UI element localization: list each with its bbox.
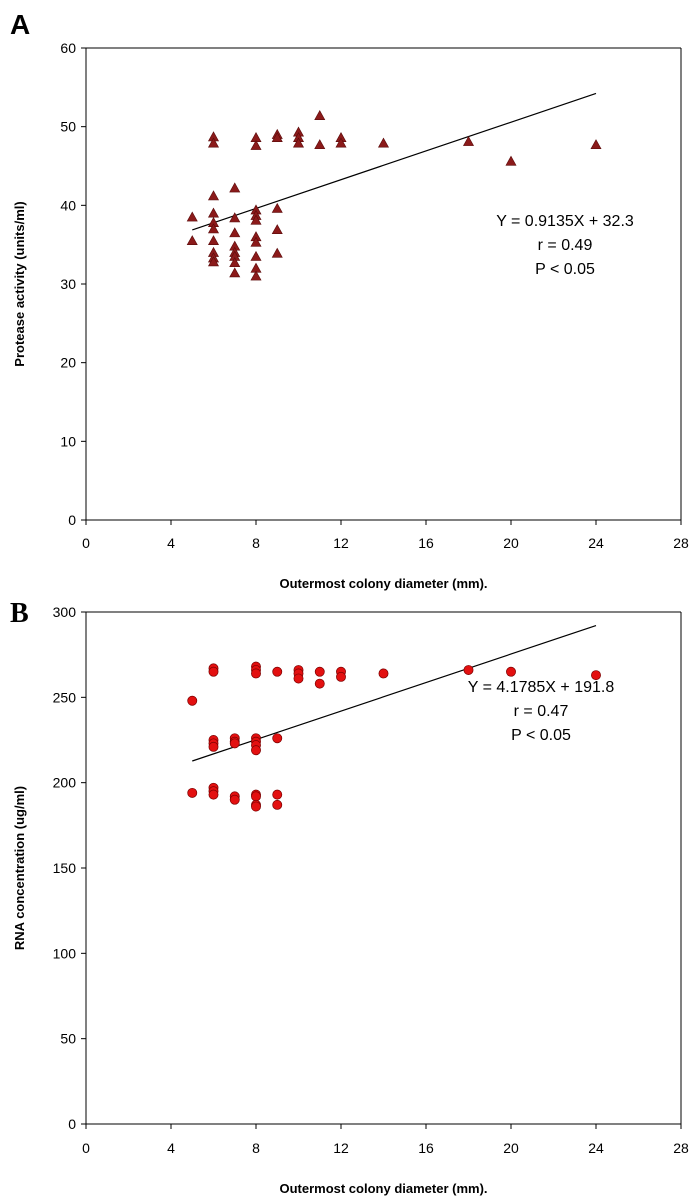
chart-b-rna: 0 4 8 12 16 20 24 28 0 50 100 150 200 250 300 Outermost… <box>12 604 689 1196</box>
chart-b-y-tick-label: 50 <box>60 1031 76 1047</box>
chart-b-data-point <box>314 666 325 677</box>
chart-a-annotation: P < 0.05 <box>535 261 595 278</box>
chart-a-data-point <box>271 132 283 142</box>
chart-a-x-tick-label: 24 <box>588 535 604 551</box>
chart-b-y-tick-label: 0 <box>68 1116 76 1132</box>
chart-a-data-point <box>292 137 305 148</box>
chart-a-y-axis-title: Protease activity (units/ml) <box>12 201 27 366</box>
chart-a-data-point <box>505 155 517 166</box>
chart-a-data-point <box>250 139 262 150</box>
chart-a-data-point <box>377 137 390 148</box>
chart-a-y-tick-label: 0 <box>68 512 76 528</box>
chart-a-x-tick-label: 8 <box>252 535 260 551</box>
panel-b-letter: B <box>10 598 29 629</box>
chart-a-data-point <box>462 135 475 146</box>
chart-b-x-tick-label: 8 <box>252 1140 260 1156</box>
chart-a-data-point <box>207 223 220 234</box>
chart-b-data-point <box>314 678 325 689</box>
chart-a-data-point <box>207 190 220 201</box>
chart-b-data-point <box>251 745 261 756</box>
chart-a-annotation: r = 0.49 <box>538 237 593 254</box>
chart-b-x-tick-label: 24 <box>588 1140 604 1156</box>
chart-b-data-point <box>208 741 219 752</box>
chart-a-y-tick-label: 50 <box>60 119 76 135</box>
chart-b-x-tick-label: 0 <box>82 1140 90 1156</box>
chart-b-y-tick-label: 200 <box>53 775 77 791</box>
chart-a-y-tick-label: 20 <box>60 355 76 371</box>
chart-b-data-point <box>229 794 240 805</box>
chart-b-y-tick-label: 150 <box>53 860 77 876</box>
chart-b-annotation: P < 0.05 <box>511 727 571 744</box>
chart-a-data-point <box>271 224 283 235</box>
chart-a-trendline <box>192 92 597 231</box>
chart-b-data-point <box>378 668 389 679</box>
chart-a-data-point <box>229 182 241 193</box>
chart-a-data-point <box>250 270 262 281</box>
chart-a-x-tick-label: 0 <box>82 535 90 551</box>
chart-b-y-tick-label: 300 <box>53 604 77 620</box>
chart-b-x-axis-title: Outermost colony diameter (mm). <box>279 1181 487 1196</box>
chart-b-annotation: Y = 4.1785X + 191.8 <box>468 679 615 696</box>
panel-a-letter: A <box>10 9 30 40</box>
chart-b-data-point <box>187 695 198 706</box>
chart-a-annotation: Y = 0.9135X + 32.3 <box>496 213 634 230</box>
chart-b-data-point <box>272 799 283 810</box>
chart-a-y-tick-label: 40 <box>60 197 76 213</box>
chart-b-y-axis-title: RNA concentration (ug/ml) <box>12 786 27 950</box>
chart-b-data-point <box>463 665 474 675</box>
chart-b-data-point <box>591 670 601 681</box>
chart-a-data-point <box>229 227 241 238</box>
chart-a-data-point <box>271 247 283 258</box>
chart-a-x-tick-label: 4 <box>167 535 175 551</box>
chart-b-x-tick-label: 4 <box>167 1140 175 1156</box>
chart-b-data-point <box>229 738 240 749</box>
chart-a-data-point <box>314 139 326 150</box>
chart-a-data-point <box>207 256 220 267</box>
chart-a-y-tick-label: 30 <box>60 276 76 292</box>
chart-a-data-point <box>207 137 220 148</box>
chart-b-data-point <box>336 671 346 682</box>
chart-b-data-point <box>272 666 283 677</box>
chart-b-data-point <box>251 668 261 679</box>
chart-b-data-point <box>251 791 261 802</box>
chart-a-data-point <box>207 207 220 218</box>
chart-a-data-point <box>250 214 262 225</box>
chart-a-x-tick-label: 12 <box>333 535 349 551</box>
chart-a-data-point <box>186 235 198 246</box>
chart-a-data-point <box>590 139 602 150</box>
chart-b-data-point <box>272 789 283 800</box>
chart-b-data-point <box>208 666 219 677</box>
chart-a-data-point <box>335 137 347 148</box>
chart-a-data-point <box>314 110 326 120</box>
chart-a-data-point <box>229 212 241 223</box>
chart-a-protease: 0 4 8 12 16 20 24 28 0 10 20 30 40 50 60 Outermost colo… <box>12 40 689 591</box>
chart-b-data-point <box>208 789 219 800</box>
chart-a-data-point <box>229 257 241 268</box>
chart-b-x-tick-label: 16 <box>418 1140 434 1156</box>
chart-b-data-point <box>187 787 198 798</box>
chart-a-x-axis-title: Outermost colony diameter (mm). <box>279 576 487 591</box>
chart-b-x-tick-label: 12 <box>333 1140 349 1156</box>
chart-a-data-point <box>229 267 241 278</box>
chart-a-data-point <box>250 250 262 261</box>
chart-b-data-point <box>506 666 516 677</box>
chart-b-x-tick-label: 20 <box>503 1140 519 1156</box>
chart-a-data-point <box>250 236 262 247</box>
chart-b-y-tick-label: 100 <box>53 945 77 961</box>
chart-b-data-point <box>293 673 304 684</box>
chart-b-x-tick-label: 28 <box>673 1140 689 1156</box>
chart-a-y-tick-label: 10 <box>60 433 76 449</box>
chart-a-data-point <box>271 202 283 213</box>
chart-a-data-point <box>186 211 198 222</box>
chart-a-y-tick-label: 60 <box>60 40 76 56</box>
chart-a-x-tick-label: 28 <box>673 535 689 551</box>
chart-a-x-tick-label: 20 <box>503 535 519 551</box>
chart-b-annotation: r = 0.47 <box>514 703 569 720</box>
chart-a-data-point <box>207 235 220 246</box>
chart-b-y-tick-label: 250 <box>53 689 77 705</box>
chart-b-data-point <box>251 801 261 812</box>
chart-a-x-tick-label: 16 <box>418 535 434 551</box>
chart-b-data-point <box>272 733 283 744</box>
